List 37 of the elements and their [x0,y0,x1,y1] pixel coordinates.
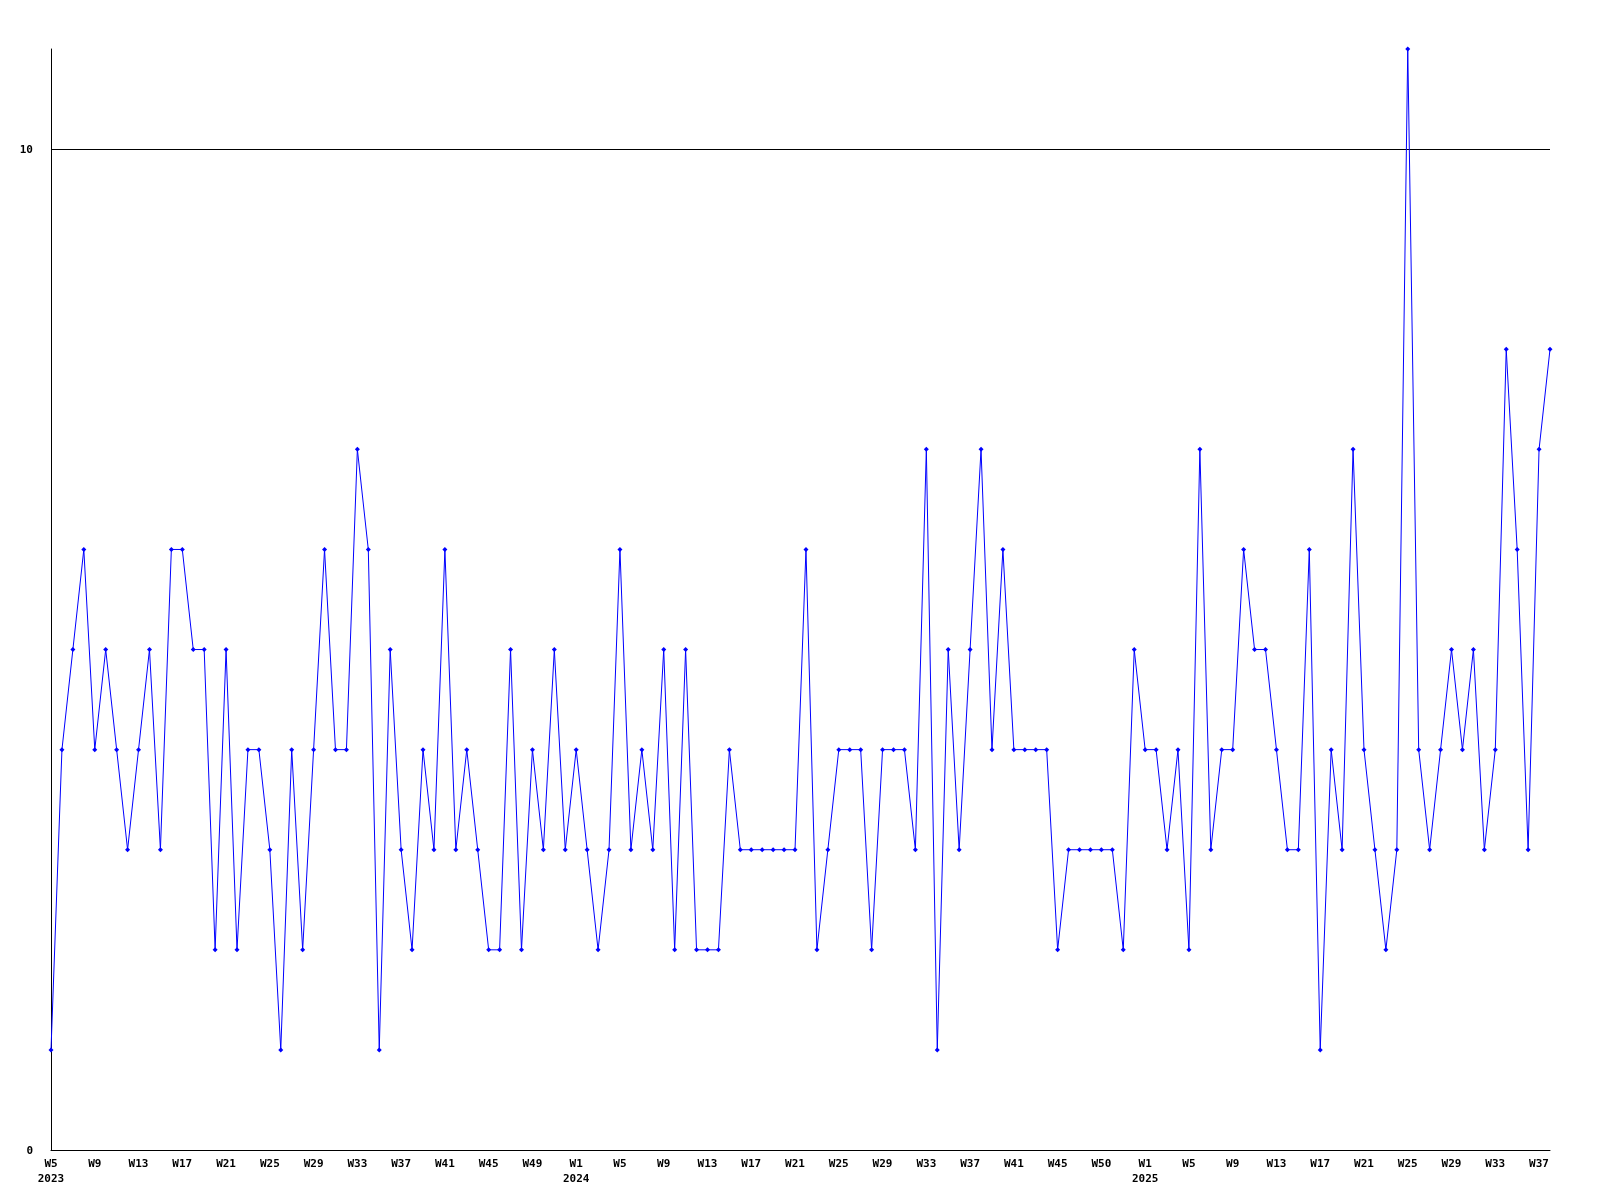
x-tick-label: W13 [1266,1157,1287,1170]
x-tick-label: W17 [172,1157,193,1170]
x-tick-label: W41 [1003,1157,1025,1170]
x-tick-label: W29 [1441,1157,1462,1170]
x-tick-label: W45 [478,1157,499,1170]
x-tick-label: W33 [347,1157,368,1170]
x-tick-label: W21 [1354,1157,1375,1170]
x-tick-label: W9 [1226,1157,1240,1170]
x-tick-label: W25 [259,1157,280,1170]
x-tick-label: W37 [391,1157,412,1170]
x-tick-label: W5 [613,1157,627,1170]
x-tick-label: W21 [785,1157,806,1170]
x-tick-label: W33 [1485,1157,1506,1170]
x-tick-label: W25 [828,1157,849,1170]
x-tick-label: W9 [88,1157,102,1170]
x-tick-label: W5 2023 [37,1157,65,1185]
x-tick-label: W37 [960,1157,981,1170]
x-tick-label: W50 [1091,1157,1112,1170]
y-tick-label: 10 [19,142,33,156]
x-tick-label: W41 [434,1157,456,1170]
x-tick-label: W1 2025 [1131,1157,1159,1185]
x-tick-label: W45 [1047,1157,1068,1170]
x-tick-label: W25 [1397,1157,1418,1170]
x-tick-label: W13 [128,1157,149,1170]
x-tick-label: W21 [216,1157,237,1170]
x-tick-label: W33 [916,1157,937,1170]
x-tick-label: W5 [1182,1157,1196,1170]
x-tick-label: W29 [872,1157,893,1170]
x-tick-label: W17 [1310,1157,1331,1170]
x-tick-label: W1 2024 [562,1157,590,1185]
x-tick-label: W13 [697,1157,718,1170]
x-tick-label: W29 [303,1157,324,1170]
y-tick-label: 0 [26,1143,33,1157]
x-tick-label: W49 [522,1157,543,1170]
x-tick-label: W9 [657,1157,671,1170]
x-tick-label: W37 [1529,1157,1549,1170]
x-tick-label: W17 [741,1157,762,1170]
